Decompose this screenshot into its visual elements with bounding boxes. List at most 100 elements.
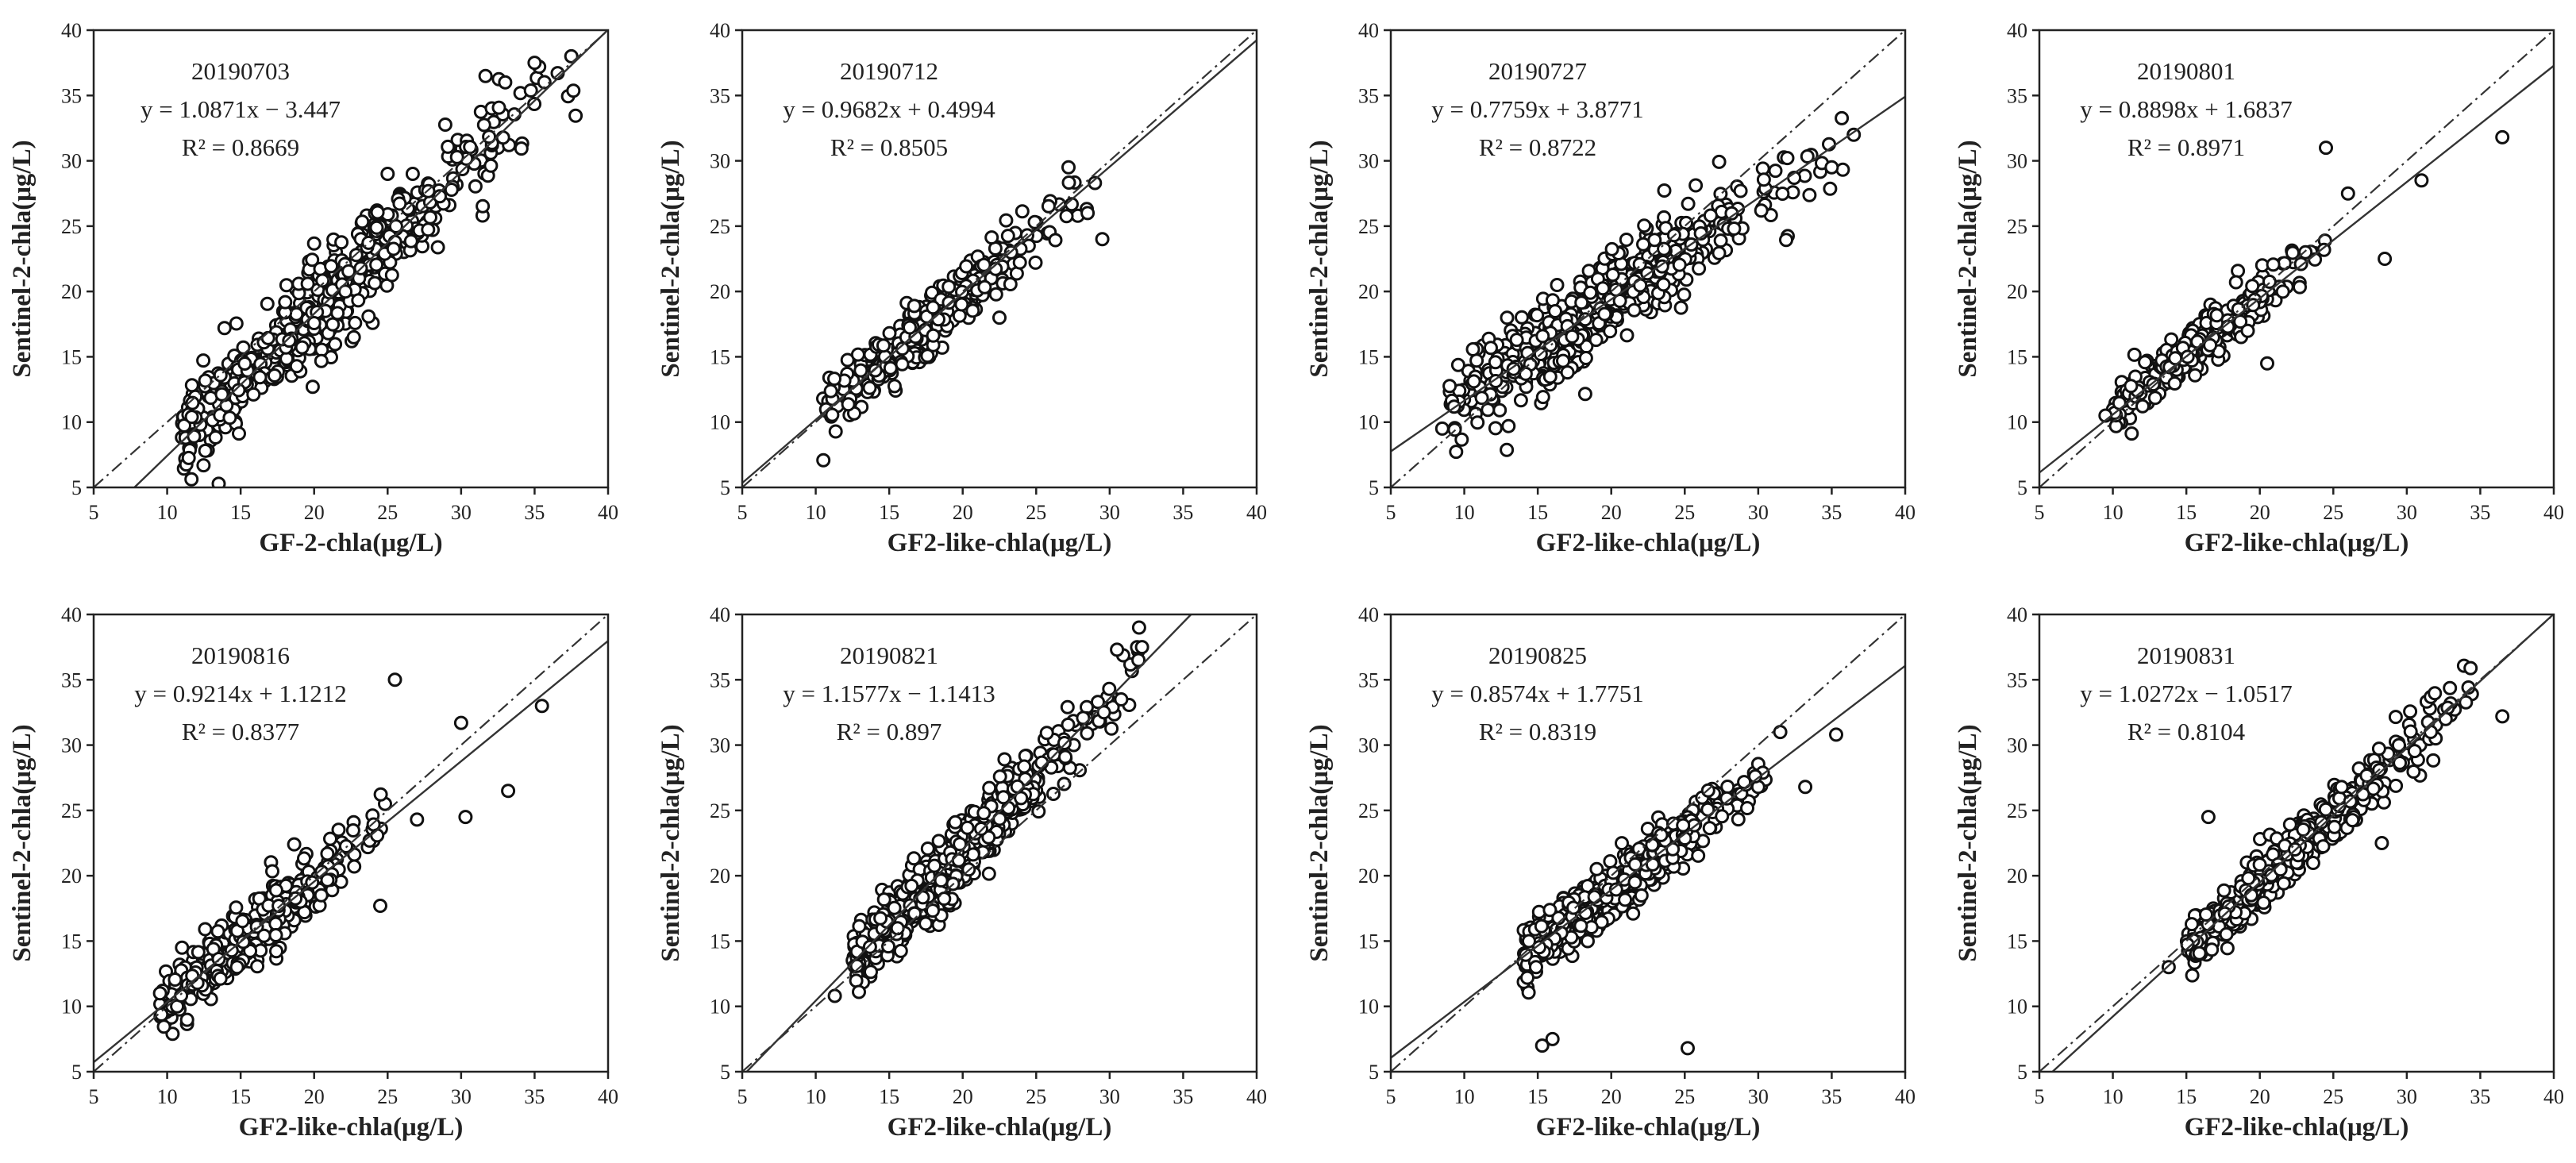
data-point: [954, 297, 969, 312]
x-tick-label: 15: [879, 1085, 899, 1108]
x-tick-label: 5: [1386, 1085, 1396, 1108]
data-point: [2282, 817, 2297, 832]
data-point: [976, 257, 992, 272]
x-tick-label: 25: [1674, 1085, 1695, 1108]
data-point: [876, 338, 891, 353]
data-point: [2185, 968, 2200, 983]
point-cloud: [2161, 658, 2510, 983]
data-point: [2185, 917, 2199, 932]
x-tick-label: 30: [1099, 501, 1120, 524]
data-point: [2167, 376, 2182, 391]
data-point: [403, 233, 418, 248]
data-point: [876, 892, 891, 907]
x-tick-label: 15: [2176, 1085, 2197, 1108]
r-squared-label: R² = 0.8505: [830, 133, 948, 161]
data-point: [279, 278, 294, 293]
data-point: [323, 831, 337, 846]
data-point: [2127, 347, 2142, 362]
x-tick-label: 30: [451, 1085, 472, 1108]
data-point: [1627, 875, 1642, 890]
y-tick-label: 40: [1358, 603, 1379, 626]
data-point: [368, 275, 383, 291]
data-point: [1573, 918, 1588, 934]
data-point: [185, 969, 200, 984]
data-point: [421, 222, 436, 237]
data-point: [1014, 791, 1029, 806]
x-tick-label: 20: [953, 1085, 973, 1108]
x-tick-label: 20: [1601, 501, 1622, 524]
x-tick-label: 25: [1026, 1085, 1046, 1108]
y-tick-label: 15: [2007, 345, 2027, 368]
y-tick-label: 10: [2007, 411, 2027, 434]
x-tick-label: 40: [598, 501, 618, 524]
outlier-point: [1088, 175, 1103, 191]
data-point: [926, 328, 941, 343]
data-point: [2318, 802, 2333, 817]
x-tick-label: 10: [806, 501, 826, 524]
y-tick-label: 40: [61, 603, 82, 626]
y-tick-label: 5: [71, 476, 82, 499]
data-point: [2147, 391, 2162, 406]
x-axis-label: GF2-like-chla(μg/L): [2185, 1113, 2409, 1142]
data-point: [268, 928, 283, 942]
data-point: [2231, 302, 2246, 317]
data-point: [2124, 426, 2139, 441]
regression-equation: y = 0.8898x + 1.6837: [2080, 95, 2292, 123]
data-point: [198, 443, 213, 458]
scatter-panel-20190727: 5 10 15 20 25 30 35 40 5 10 15 20 25 30 35 40 GF2-like-c…: [1305, 19, 1916, 557]
y-tick-label: 5: [720, 1061, 730, 1084]
date-label: 20190831: [2137, 641, 2235, 669]
outlier-point: [1798, 780, 1813, 795]
outlier-point: [1846, 127, 1862, 142]
data-point: [1835, 110, 1850, 125]
data-point: [934, 873, 949, 888]
x-tick-label: 40: [598, 1085, 618, 1108]
data-point: [925, 285, 939, 300]
plot-frame: [92, 613, 610, 1073]
data-point: [1823, 181, 1838, 196]
data-point: [890, 921, 905, 936]
y-tick-label: 40: [710, 603, 730, 626]
scatter-panel-20190816: 5 10 15 20 25 30 35 40 5 10 15 20 25 30 35 40 GF2-like-c…: [8, 603, 618, 1142]
data-point: [2276, 876, 2291, 891]
y-tick-label: 30: [61, 734, 82, 757]
regression-equation: y = 1.1577x − 1.1413: [783, 680, 995, 707]
data-point: [1509, 333, 1524, 348]
y-tick-label: 25: [61, 799, 82, 822]
date-label: 20190821: [840, 641, 938, 669]
data-point: [1469, 353, 1484, 368]
data-point: [1520, 970, 1534, 985]
data-point: [893, 943, 908, 958]
data-point: [388, 219, 403, 233]
data-point: [1102, 681, 1117, 696]
data-point: [1550, 278, 1565, 292]
outlier-point: [1434, 421, 1450, 436]
data-point: [1096, 705, 1111, 720]
data-point: [2209, 308, 2224, 323]
x-tick-label: 10: [2103, 501, 2124, 524]
regression-line: [745, 614, 1193, 1072]
data-point: [1604, 241, 1619, 256]
data-point: [2219, 926, 2234, 942]
data-point: [1442, 379, 1457, 394]
data-point: [1677, 287, 1692, 302]
data-point: [184, 410, 199, 425]
data-point: [1577, 387, 1592, 402]
data-point: [1618, 892, 1633, 907]
x-axis-label: GF2-like-chla(μg/L): [888, 529, 1112, 557]
data-point: [1719, 791, 1735, 806]
data-point: [314, 888, 329, 903]
y-tick-label: 20: [710, 865, 730, 888]
x-tick-label: 40: [2543, 1085, 2564, 1108]
outlier-point: [2495, 129, 2510, 144]
data-point: [2438, 711, 2453, 726]
y-tick-label: 30: [2007, 150, 2027, 173]
data-point: [217, 321, 232, 336]
data-point: [229, 960, 245, 975]
data-point: [1578, 351, 1593, 365]
data-point: [1556, 353, 1570, 368]
data-point: [231, 383, 246, 398]
one-to-one-line: [2039, 614, 2554, 1072]
data-point: [982, 780, 997, 795]
x-tick-label: 35: [1821, 501, 1842, 524]
